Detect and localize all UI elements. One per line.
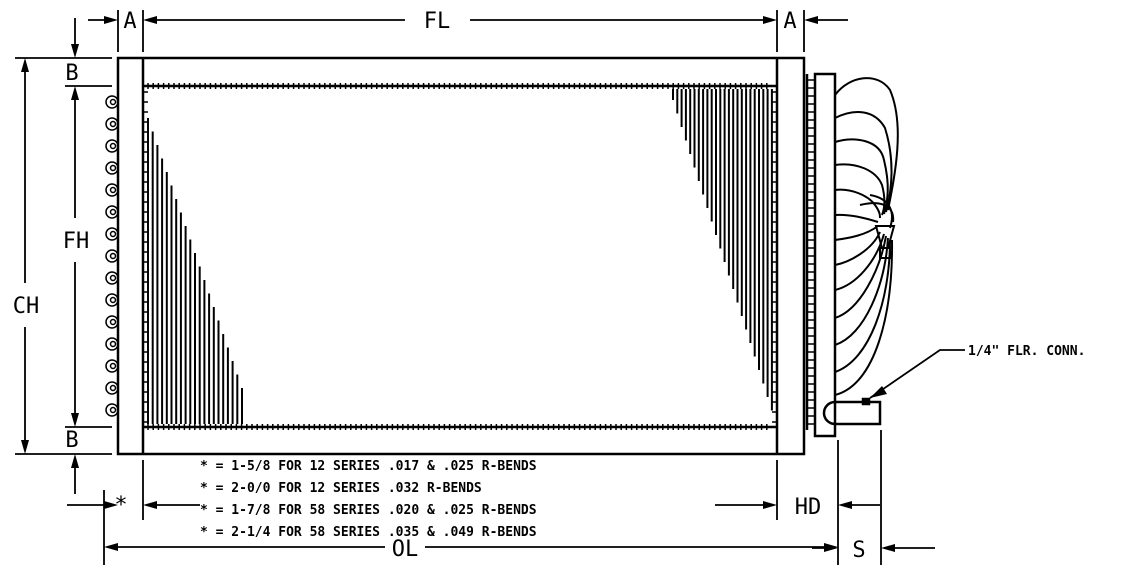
dim-b-top-label: B xyxy=(65,61,78,86)
dim-a-left-label: A xyxy=(123,9,136,34)
return-bend xyxy=(105,315,119,329)
dim-fh-label: FH xyxy=(63,229,90,254)
return-bend-core xyxy=(109,362,117,370)
return-bend xyxy=(105,95,119,109)
return-bend-core xyxy=(109,142,117,150)
note-line: * = 2-1/4 FOR 58 SERIES .035 & .049 R-BE… xyxy=(200,525,537,540)
return-bend xyxy=(105,139,119,153)
coil-casing xyxy=(116,56,806,456)
return-bend xyxy=(105,161,119,175)
return-bend-core xyxy=(109,406,117,414)
return-bend-core xyxy=(109,318,117,326)
return-bend-core xyxy=(109,296,117,304)
connection-fitting-dot xyxy=(861,397,871,406)
notes-block: * = 1-5/8 FOR 12 SERIES .017 & .025 R-BE… xyxy=(200,459,537,540)
return-bend xyxy=(105,205,119,219)
dim-hd-label: HD xyxy=(795,495,822,520)
return-bend-core xyxy=(109,164,117,172)
header-ticks xyxy=(807,79,815,425)
return-bend-core xyxy=(109,384,117,392)
dim-a-right-label: A xyxy=(783,9,796,34)
header-connection xyxy=(822,400,882,426)
return-bend-core xyxy=(109,120,117,128)
distributor-tubes xyxy=(834,77,899,396)
dim-fl-label: FL xyxy=(424,9,451,34)
return-bend xyxy=(105,337,119,351)
fin-pattern xyxy=(147,89,773,424)
return-bend xyxy=(105,381,119,395)
return-bend-core xyxy=(109,98,117,106)
return-bend-core xyxy=(109,274,117,282)
return-bend xyxy=(105,293,119,307)
dim-star-label: * xyxy=(114,493,127,518)
return-bend xyxy=(105,403,119,417)
dim-b-bottom-label: B xyxy=(65,428,78,453)
distributor-body xyxy=(874,225,896,259)
return-bend-core xyxy=(109,186,117,194)
return-bend xyxy=(105,227,119,241)
return-bend xyxy=(105,271,119,285)
note-line: * = 1-5/8 FOR 12 SERIES .017 & .025 R-BE… xyxy=(200,459,537,474)
dim-s-label: S xyxy=(852,538,865,563)
return-bend xyxy=(105,359,119,373)
side-view xyxy=(805,72,882,438)
dim-ol-label: OL xyxy=(392,537,419,562)
return-bend-core xyxy=(109,230,117,238)
return-bend-core xyxy=(109,340,117,348)
return-bend xyxy=(105,183,119,197)
return-bends xyxy=(105,95,119,417)
note-line: * = 2-0/0 FOR 12 SERIES .032 R-BENDS xyxy=(200,481,482,496)
note-line: * = 1-7/8 FOR 58 SERIES .020 & .025 R-BE… xyxy=(200,503,537,518)
return-bend-core xyxy=(109,208,117,216)
return-bend xyxy=(105,249,119,263)
dimension-arrowheads xyxy=(21,16,895,552)
dimension-labels: A FL A B FH CH B * HD OL S xyxy=(13,9,866,563)
return-bend xyxy=(105,117,119,131)
connection-callout: 1/4" FLR. CONN. xyxy=(968,344,1085,359)
return-bend-core xyxy=(109,252,117,260)
dimension-lines xyxy=(15,10,965,565)
dim-ch-label: CH xyxy=(13,294,40,319)
casing-outline xyxy=(116,56,806,456)
header-plate xyxy=(813,72,837,438)
